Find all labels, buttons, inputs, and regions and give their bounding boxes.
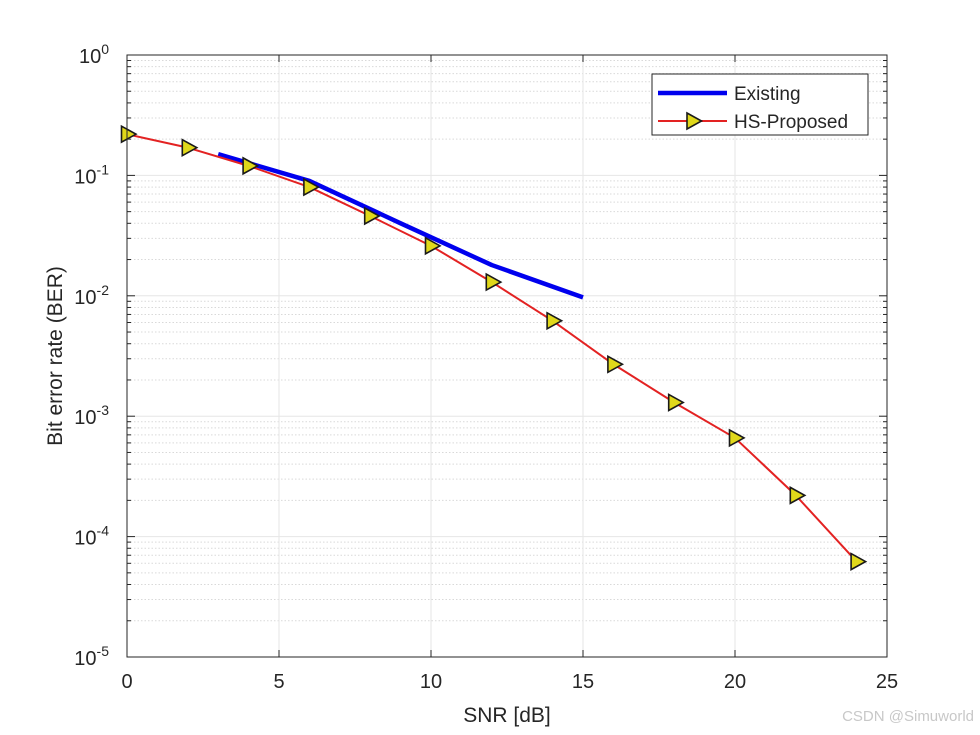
y-tick-exponent: 0 [101,41,109,57]
y-tick-base: 10 [74,528,96,550]
legend-box [651,73,869,136]
series-layer [120,124,868,571]
y-tick-label: 10-5 [74,643,109,670]
data-point-marker [363,206,381,226]
data-point-marker [181,138,199,158]
plot-frame [126,54,888,658]
y-tick-exponent: -1 [97,161,110,177]
data-point-marker [242,156,260,176]
data-point-marker [667,393,685,412]
y-tick-base: 10 [74,166,96,188]
data-point-marker [424,236,442,256]
legend-label: HS-Proposed [734,112,848,133]
plot-area [127,55,887,657]
x-tick-label: 10 [420,671,442,693]
x-tick-label: 15 [572,671,594,693]
axis-ticks [126,54,888,658]
y-tick-base: 10 [79,46,101,68]
data-point-marker [607,354,625,374]
x-tick-label: 0 [121,671,132,693]
minor-grid [127,60,887,622]
x-tick-label: 20 [724,671,746,693]
data-point-marker [485,272,503,292]
series-line-existing [217,152,584,300]
y-tick-exponent: -2 [97,282,110,298]
y-tick-base: 10 [74,407,96,429]
data-point-marker [850,552,868,571]
x-axis-label: SNR [dB] [463,704,551,727]
x-tick-label: 5 [273,671,284,693]
y-tick-exponent: -4 [97,523,110,539]
legend-marker [686,111,704,131]
y-tick-base: 10 [74,648,96,670]
major-grid [127,55,887,657]
watermark: CSDN @Simuworld [842,708,974,725]
y-tick-label: 10-4 [74,523,109,550]
y-tick-base: 10 [74,287,96,309]
y-tick-label: 10-3 [74,402,109,429]
data-point-marker [303,177,321,197]
legend: Existing HS-Proposed [651,73,869,136]
data-point-marker [546,311,564,331]
y-tick-label: 10-1 [74,161,109,188]
data-point-marker [120,124,138,144]
y-axis-label: Bit error rate (BER) [44,266,67,446]
y-tick-label: 10-2 [74,282,109,309]
legend-label: Existing [734,84,801,105]
data-point-marker [728,428,746,448]
x-tick-labels: 0 5 10 15 20 25 [121,671,898,693]
y-tick-exponent: -5 [97,643,110,659]
y-tick-exponent: -3 [97,402,110,418]
x-tick-label: 25 [876,671,898,693]
y-tick-label: 100 [79,41,109,68]
data-point-marker [789,486,807,505]
